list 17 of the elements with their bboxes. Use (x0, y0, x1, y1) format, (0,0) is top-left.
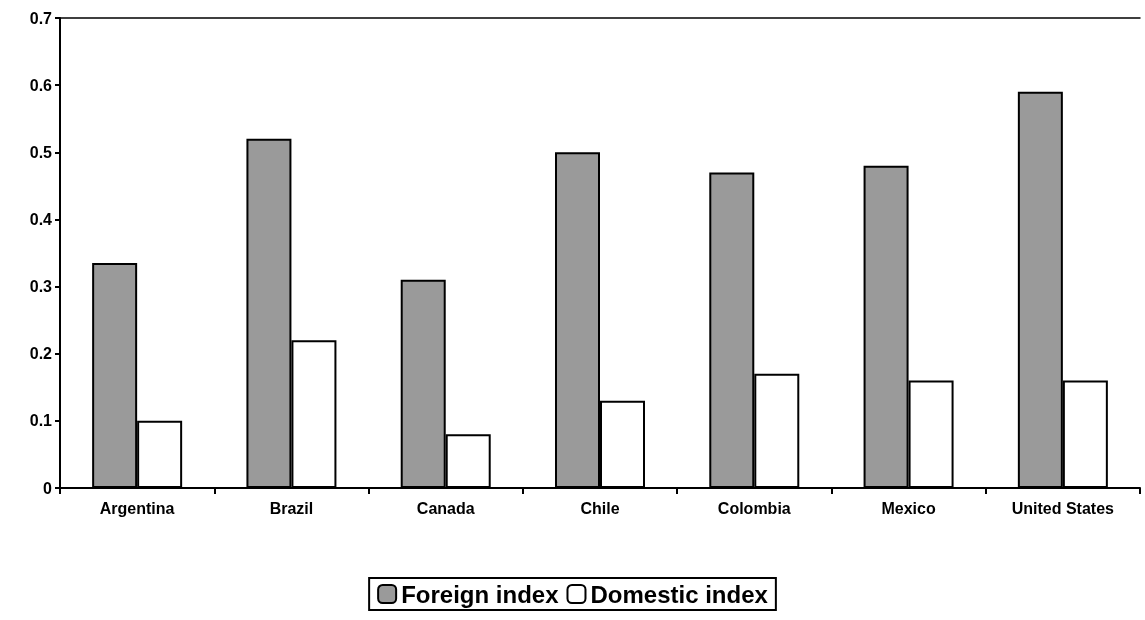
x-tick-label: Brazil (269, 499, 314, 517)
y-tick-label: 0.3 (29, 278, 53, 296)
y-tick-label: 0.5 (29, 143, 53, 161)
x-tick-label: Canada (416, 499, 475, 517)
y-tick-label: 0.6 (29, 76, 53, 94)
y-tick-label: 0 (43, 479, 53, 497)
x-tick-label: Colombia (717, 499, 791, 517)
legend-label: Domestic index (590, 580, 769, 608)
x-tick-label: Chile (580, 499, 620, 517)
y-tick-label: 0.4 (29, 210, 53, 228)
legend-label: Foreign index (401, 580, 560, 608)
y-tick-label: 0.2 (29, 345, 53, 363)
x-tick-label: Mexico (881, 499, 936, 517)
y-tick-label: 0.1 (29, 412, 53, 430)
y-tick-label: 0.7 (29, 9, 53, 27)
x-tick-label: United States (1011, 499, 1115, 517)
x-tick-label: Argentina (99, 499, 175, 517)
